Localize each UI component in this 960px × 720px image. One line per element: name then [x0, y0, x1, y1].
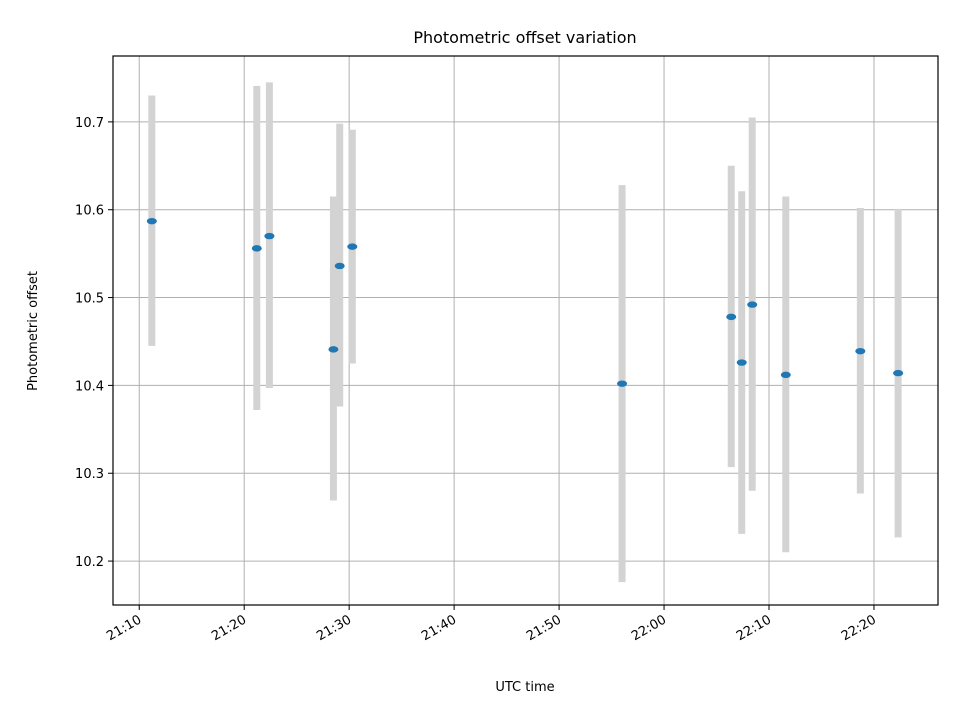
data-point [736, 359, 747, 366]
data-point [617, 380, 628, 387]
y-tick-label: 10.3 [75, 467, 104, 482]
data-point [780, 371, 791, 379]
data-point [855, 347, 866, 355]
grid [113, 56, 938, 605]
data-point [747, 301, 758, 308]
y-tick-label: 10.2 [75, 555, 104, 570]
data-point [251, 245, 262, 252]
data-point [347, 243, 358, 250]
data-point [328, 346, 339, 353]
y-tick-label: 10.4 [75, 379, 104, 394]
y-tick-label: 10.5 [75, 292, 104, 307]
data-point [334, 262, 345, 270]
data-point [146, 217, 157, 225]
plot-frame [112, 55, 939, 606]
data-point [726, 313, 737, 321]
x-axis-label: UTC time [495, 680, 554, 695]
y-tick-label: 10.7 [75, 116, 104, 131]
data-point [264, 232, 275, 240]
y-tick-label: 10.6 [75, 204, 104, 219]
y-axis-label: Photometric offset [26, 271, 41, 391]
y-axis-ticks: 10.2 10.3 10.4 10.5 10.6 10.7 [75, 116, 113, 570]
data-point [893, 369, 904, 377]
data-points [146, 217, 904, 387]
chart-title: Photometric offset variation [413, 28, 636, 47]
